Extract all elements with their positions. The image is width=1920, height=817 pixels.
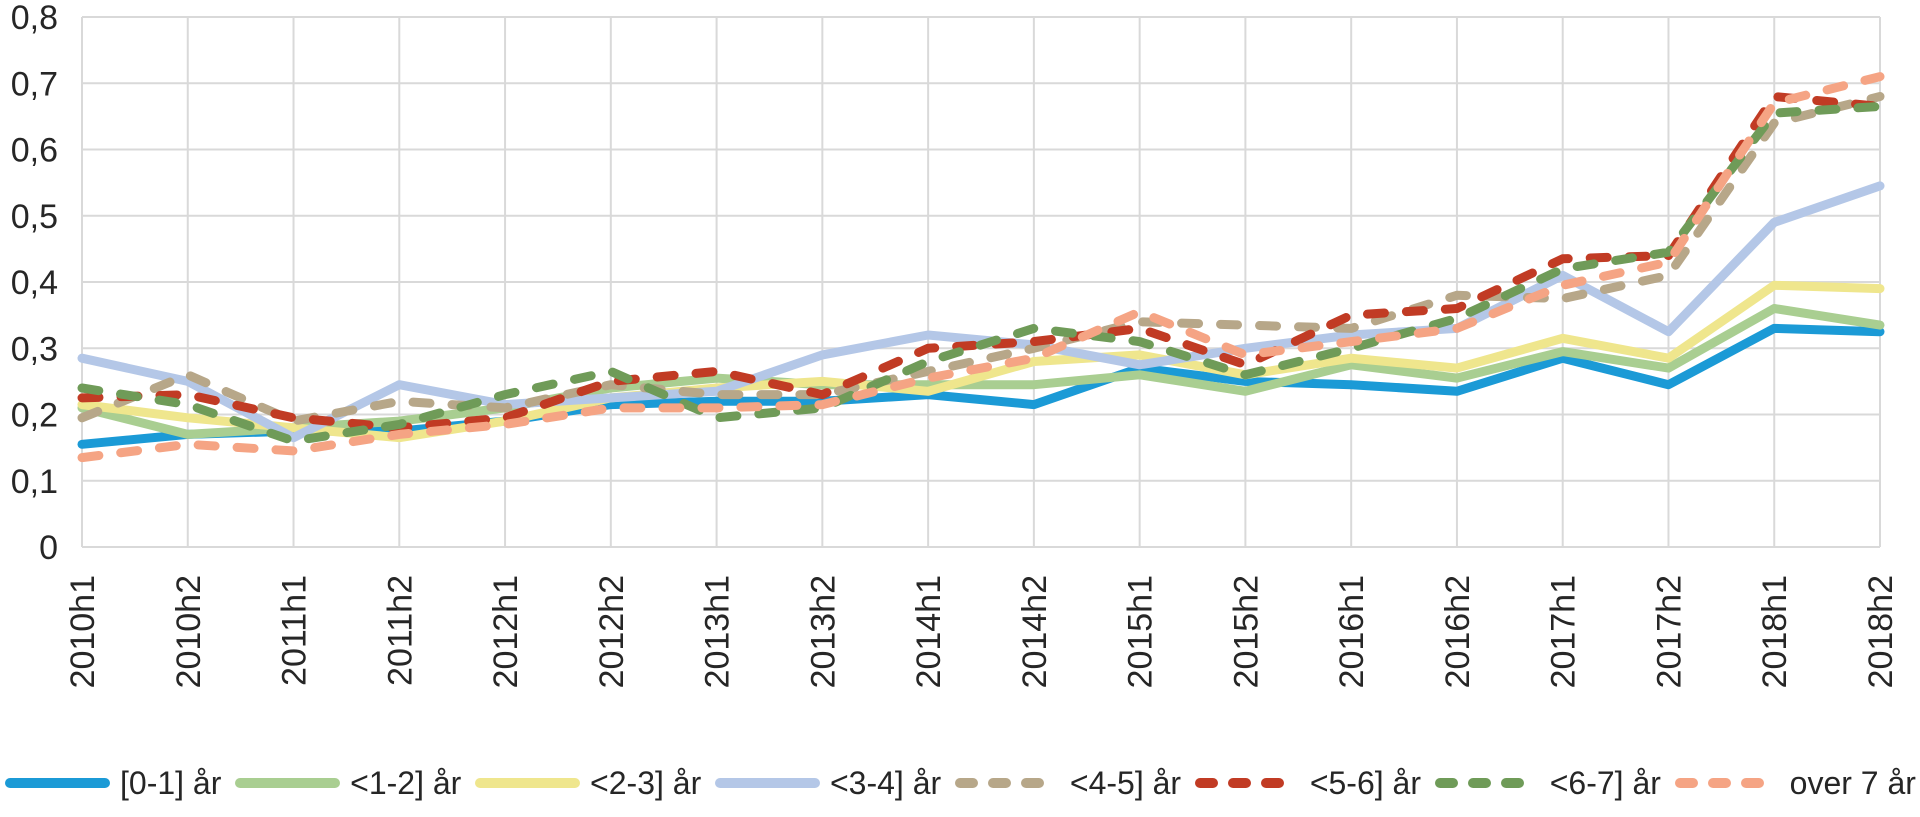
legend-label: <3-4] år bbox=[829, 764, 942, 801]
legend-swatch-solid-line bbox=[714, 778, 820, 788]
y-tick-label: 0 bbox=[39, 529, 58, 567]
legend-label: [0-1] år bbox=[120, 764, 222, 801]
legend-swatch-dashed-line bbox=[954, 778, 1060, 788]
legend-item-7: over 7 år bbox=[1674, 765, 1916, 802]
y-tick-label: 0,5 bbox=[11, 198, 58, 236]
legend-label: <4-5] år bbox=[1069, 764, 1182, 801]
chart-legend: [0-1] år <1-2] år <2-3] år <3-4] år <4-5] år… bbox=[0, 758, 1920, 808]
x-tick-label: 2012h1 bbox=[487, 575, 525, 688]
x-tick-label: 2010h2 bbox=[170, 575, 208, 688]
series-line-4 bbox=[77, 92, 1885, 426]
x-tick-label: 2011h1 bbox=[276, 575, 314, 686]
legend-item-4: <4-5] år bbox=[954, 765, 1181, 802]
series-line-7 bbox=[77, 72, 1885, 463]
y-tick-label: 0,7 bbox=[11, 65, 58, 103]
legend-item-0: [0-1] år bbox=[4, 765, 221, 802]
legend-label: <2-3] år bbox=[590, 764, 702, 801]
x-tick-label: 2018h1 bbox=[1756, 575, 1794, 688]
legend-item-1: <1-2] år bbox=[234, 765, 461, 802]
x-tick-label: 2015h2 bbox=[1227, 575, 1265, 688]
y-axis-tick-labels: 0 0,1 0,2 0,3 0,4 0,5 0,6 0,7 0,8 bbox=[11, 0, 58, 567]
x-tick-label: 2017h2 bbox=[1650, 575, 1688, 688]
x-tick-label: 2015h1 bbox=[1122, 575, 1160, 688]
x-tick-label: 2013h2 bbox=[804, 575, 842, 688]
legend-item-3: <3-4] år bbox=[714, 765, 941, 802]
legend-swatch-dashed-line bbox=[1674, 778, 1780, 788]
x-tick-label: 2014h2 bbox=[1016, 575, 1054, 688]
y-tick-label: 0,4 bbox=[11, 264, 58, 302]
legend-label: over 7 år bbox=[1789, 764, 1916, 801]
legend-swatch-solid-line bbox=[475, 778, 581, 788]
y-tick-label: 0,6 bbox=[11, 132, 58, 170]
series-line-6 bbox=[77, 101, 1885, 446]
x-tick-label: 2017h1 bbox=[1545, 575, 1583, 688]
legend-swatch-solid-line bbox=[5, 778, 110, 788]
y-tick-label: 0,1 bbox=[11, 463, 58, 501]
x-tick-label: 2011h2 bbox=[381, 575, 419, 686]
x-tick-label: 2014h1 bbox=[910, 575, 948, 688]
gridlines bbox=[81, 16, 1881, 548]
legend-swatch-solid-line bbox=[235, 778, 341, 788]
legend-item-6: <6-7] år bbox=[1434, 765, 1661, 802]
legend-label: <1-2] år bbox=[350, 764, 462, 801]
legend-swatch-dashed-line bbox=[1194, 778, 1300, 788]
legend-item-5: <5-6] år bbox=[1194, 765, 1421, 802]
series-line-2 bbox=[77, 280, 1885, 443]
x-axis-tick-labels: 2010h1 2010h2 2011h1 2011h2 2012h1 2012h2 2013… bbox=[64, 575, 1900, 688]
y-tick-label: 0,2 bbox=[11, 397, 58, 435]
y-tick-label: 0,8 bbox=[11, 0, 58, 37]
x-tick-label: 2012h2 bbox=[593, 575, 631, 688]
series-lines bbox=[77, 72, 1885, 463]
x-tick-label: 2016h2 bbox=[1439, 575, 1477, 688]
legend-label: <5-6] år bbox=[1309, 764, 1421, 801]
legend-item-2: <2-3] år bbox=[474, 765, 701, 802]
x-tick-label: 2018h2 bbox=[1862, 575, 1900, 688]
x-tick-label: 2010h1 bbox=[64, 575, 102, 688]
x-tick-label: 2016h1 bbox=[1333, 575, 1371, 688]
legend-label: <6-7] år bbox=[1549, 764, 1661, 801]
y-tick-label: 0,3 bbox=[11, 330, 58, 368]
series-line-1 bbox=[77, 304, 1885, 439]
series-line-0 bbox=[77, 323, 1885, 449]
legend-swatch-dashed-line bbox=[1434, 778, 1540, 788]
x-tick-label: 2013h1 bbox=[699, 575, 737, 688]
